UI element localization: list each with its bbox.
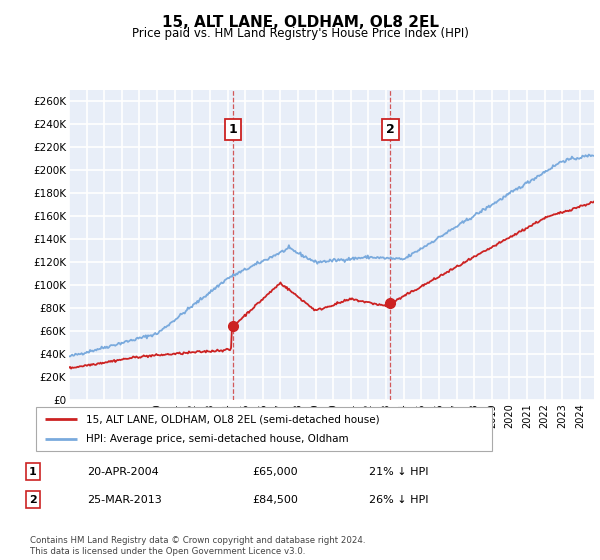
Text: £84,500: £84,500 bbox=[252, 494, 298, 505]
Text: 15, ALT LANE, OLDHAM, OL8 2EL: 15, ALT LANE, OLDHAM, OL8 2EL bbox=[161, 15, 439, 30]
Text: 21% ↓ HPI: 21% ↓ HPI bbox=[369, 466, 428, 477]
Text: HPI: Average price, semi-detached house, Oldham: HPI: Average price, semi-detached house,… bbox=[86, 433, 349, 444]
Text: 26% ↓ HPI: 26% ↓ HPI bbox=[369, 494, 428, 505]
Text: 1: 1 bbox=[229, 123, 238, 137]
Text: £65,000: £65,000 bbox=[252, 466, 298, 477]
Text: 2: 2 bbox=[29, 494, 37, 505]
Text: 25-MAR-2013: 25-MAR-2013 bbox=[87, 494, 162, 505]
Text: 1: 1 bbox=[29, 466, 37, 477]
Text: 20-APR-2004: 20-APR-2004 bbox=[87, 466, 159, 477]
FancyBboxPatch shape bbox=[36, 407, 492, 451]
Text: 15, ALT LANE, OLDHAM, OL8 2EL (semi-detached house): 15, ALT LANE, OLDHAM, OL8 2EL (semi-deta… bbox=[86, 414, 380, 424]
Text: 2: 2 bbox=[386, 123, 395, 137]
Text: Contains HM Land Registry data © Crown copyright and database right 2024.
This d: Contains HM Land Registry data © Crown c… bbox=[30, 536, 365, 556]
Text: Price paid vs. HM Land Registry's House Price Index (HPI): Price paid vs. HM Land Registry's House … bbox=[131, 27, 469, 40]
